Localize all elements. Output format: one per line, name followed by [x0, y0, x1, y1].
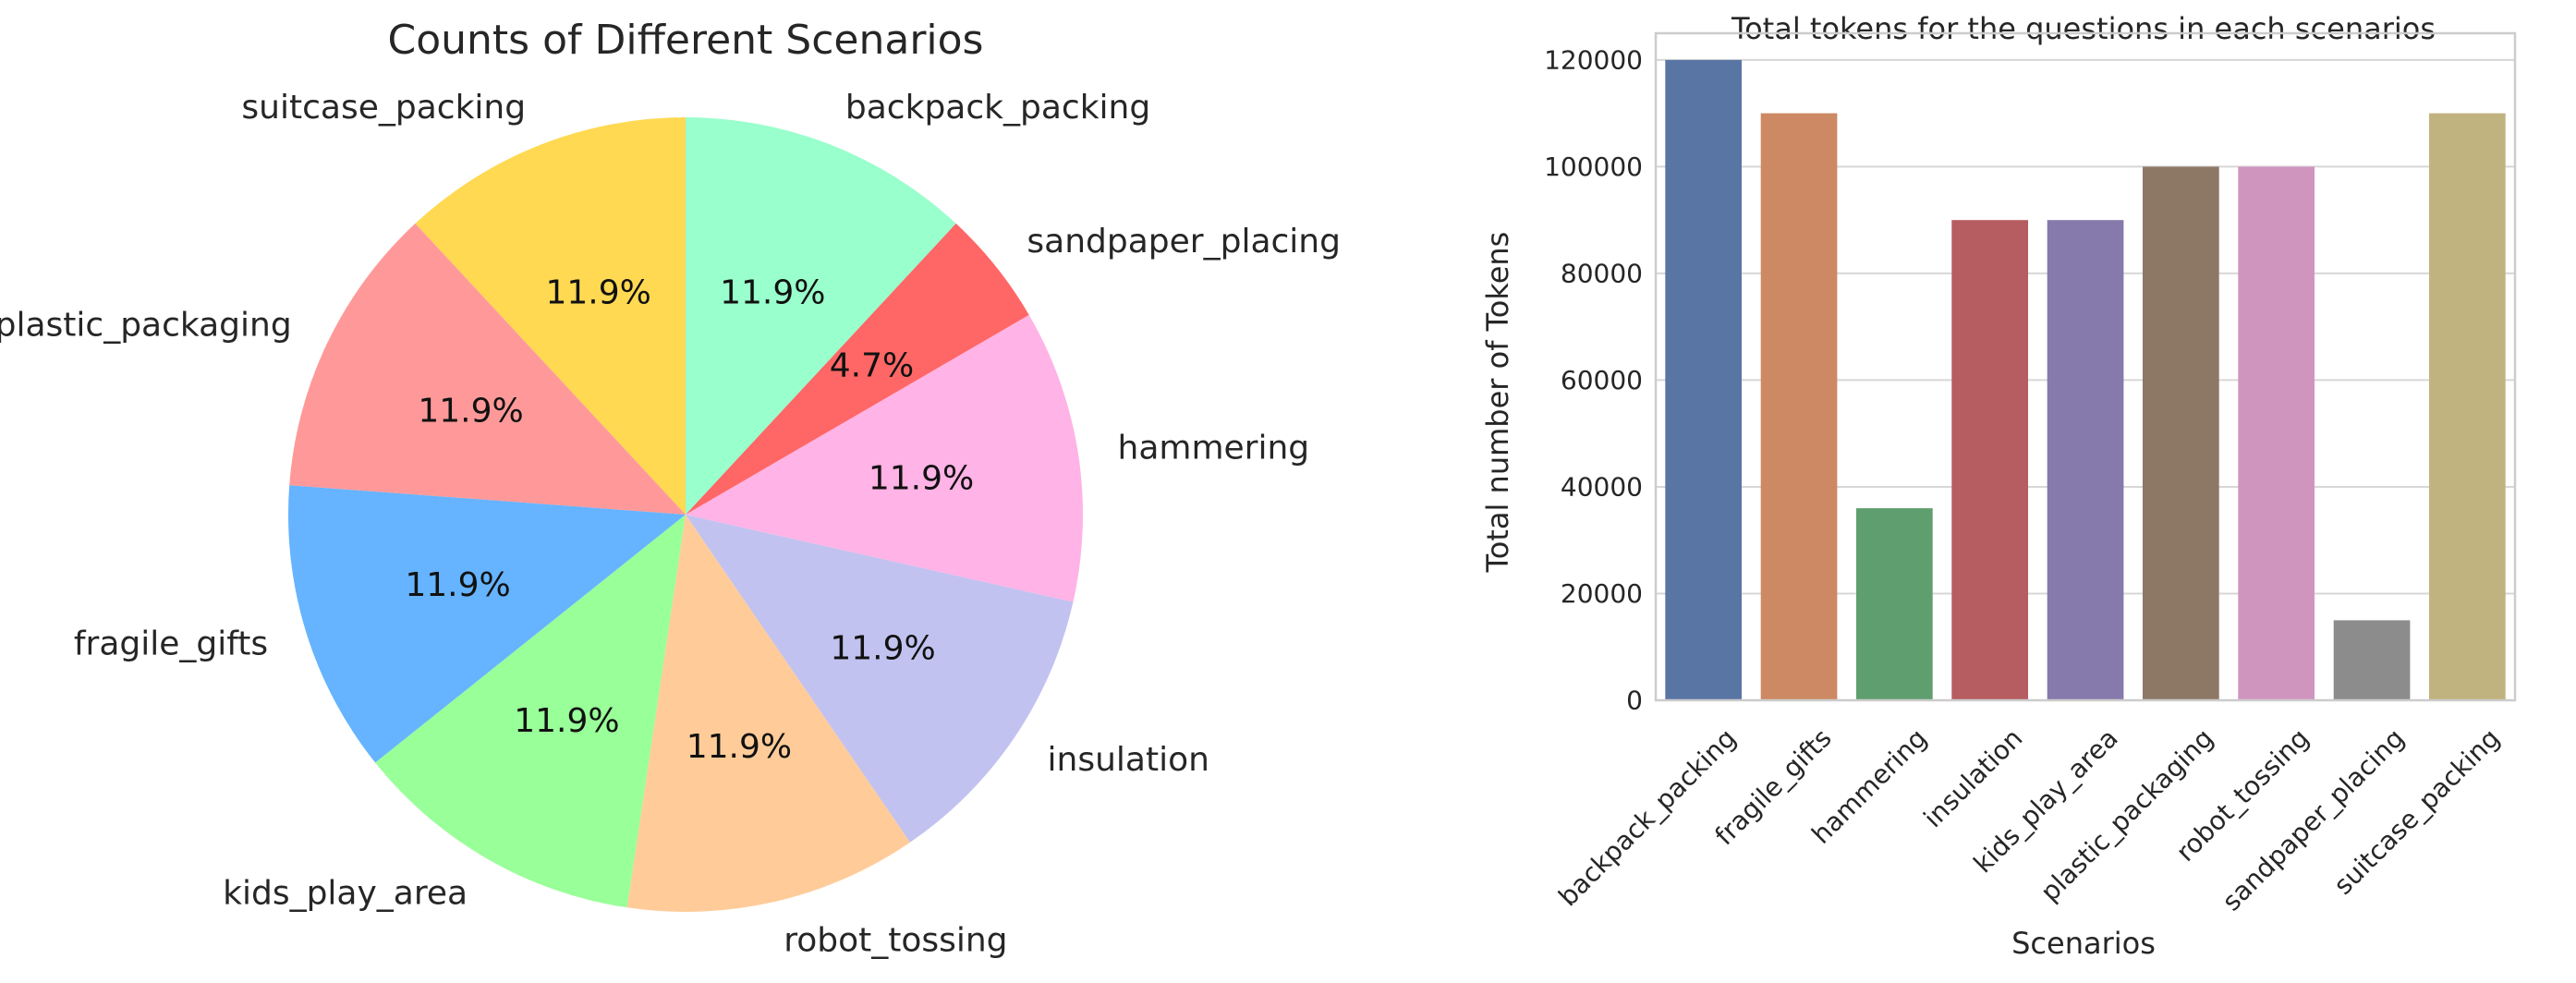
bar-chart-title: Total tokens for the questions in each s…	[1731, 11, 2436, 46]
pie-label-plastic-packaging: plastic_packaging	[0, 307, 292, 345]
pie-label-suitcase-packing: suitcase_packing	[241, 89, 526, 127]
pie-percent-labels: 11.9%11.9%11.9%11.9%11.9%11.9%11.9%4.7%1…	[405, 273, 974, 766]
y-tick-label-80000: 80000	[1561, 258, 1643, 288]
pie-percent-label-sandpaper-placing: 4.7%	[830, 346, 914, 384]
pie-slice-kids-play-area	[375, 515, 686, 908]
pie-label-kids-play-area: kids_play_area	[223, 875, 468, 913]
pie-slice-hammering	[686, 314, 1084, 602]
x-tick-label-suitcase-packing: suitcase_packing	[2327, 722, 2506, 901]
x-tick-label-sandpaper-placing: sandpaper_placing	[2217, 722, 2411, 916]
bar-chart-y-tick-labels: 0 20000 40000 60000 80000 100000 120000	[1544, 44, 1643, 715]
pie-label-hammering: hammering	[1118, 430, 1310, 467]
pie-percent-label-fragile-gifts: 11.9%	[405, 566, 510, 604]
pie-percent-label-plastic-packaging: 11.9%	[418, 393, 523, 431]
y-tick-label-100000: 100000	[1544, 152, 1643, 182]
pie-slice-fragile-gifts	[287, 485, 686, 763]
pie-label-robot-tossing: robot_tossing	[784, 921, 1007, 959]
y-tick-label-40000: 40000	[1561, 472, 1643, 503]
bar-suitcase-packing	[2429, 113, 2506, 701]
bar-backpack-packing	[1665, 59, 1742, 700]
pie-percent-label-backpack-packing: 11.9%	[720, 273, 825, 311]
pie-slice-backpack-packing	[686, 117, 956, 515]
y-tick-label-60000: 60000	[1561, 365, 1643, 395]
x-tick-label-backpack-packing: backpack_packing	[1552, 722, 1742, 912]
pie-label-insulation: insulation	[1048, 741, 1209, 779]
pie-slice-sandpaper-placing	[686, 223, 1029, 516]
pie-percent-label-hammering: 11.9%	[869, 459, 974, 497]
y-tick-label-0: 0	[1626, 686, 1643, 716]
pie-slice-suitcase-packing	[415, 117, 686, 515]
bar-hammering	[1856, 508, 1933, 700]
pie-percent-label-suitcase-packing: 11.9%	[546, 273, 651, 311]
pie-slices	[287, 117, 1084, 912]
pie-label-backpack-packing: backpack_packing	[845, 89, 1150, 127]
bar-kids-play-area	[2047, 220, 2124, 700]
bar-chart-bars	[1665, 59, 2506, 701]
bar-insulation	[1951, 220, 2028, 700]
bar-chart-x-tick-labels: backpack_packingfragile_giftshammeringin…	[1552, 722, 2506, 916]
x-tick-label-plastic-packaging: plastic_packaging	[2035, 722, 2219, 907]
pie-slice-insulation	[686, 515, 1074, 843]
pie-percent-label-robot-tossing: 11.9%	[687, 728, 792, 766]
bar-chart-x-axis-label: Scenarios	[2011, 926, 2156, 961]
pie-chart-title: Counts of Different Scenarios	[388, 17, 984, 64]
pie-percent-label-insulation: 11.9%	[830, 629, 935, 667]
pie-slice-robot-tossing	[626, 515, 911, 912]
bar-chart-frame	[1654, 31, 2517, 702]
pie-label-fragile-gifts: fragile_gifts	[74, 625, 268, 662]
bar-plastic-packaging	[2143, 166, 2219, 700]
pie-chart: Counts of Different Scenarios 11.9% 11.9%…	[0, 17, 1341, 959]
pie-slice-plastic-packaging	[289, 223, 686, 516]
y-tick-label-120000: 120000	[1544, 44, 1643, 75]
bar-chart-y-axis-label: Total number of Tokens	[1480, 232, 1515, 574]
bar-fragile-gifts	[1760, 113, 1838, 701]
y-tick-label-20000: 20000	[1561, 578, 1643, 609]
pie-slice-labels: suitcase_packing plastic_packagingfragile…	[0, 89, 1341, 959]
bar-robot-tossing	[2238, 166, 2315, 700]
pie-percent-label-kids-play-area: 11.9%	[514, 702, 619, 740]
bar-chart: Total tokens for the questions in each s…	[1480, 11, 2517, 961]
pie-label-sandpaper-placing: sandpaper_placing	[1027, 223, 1341, 261]
bar-sandpaper-placing	[2333, 620, 2411, 700]
